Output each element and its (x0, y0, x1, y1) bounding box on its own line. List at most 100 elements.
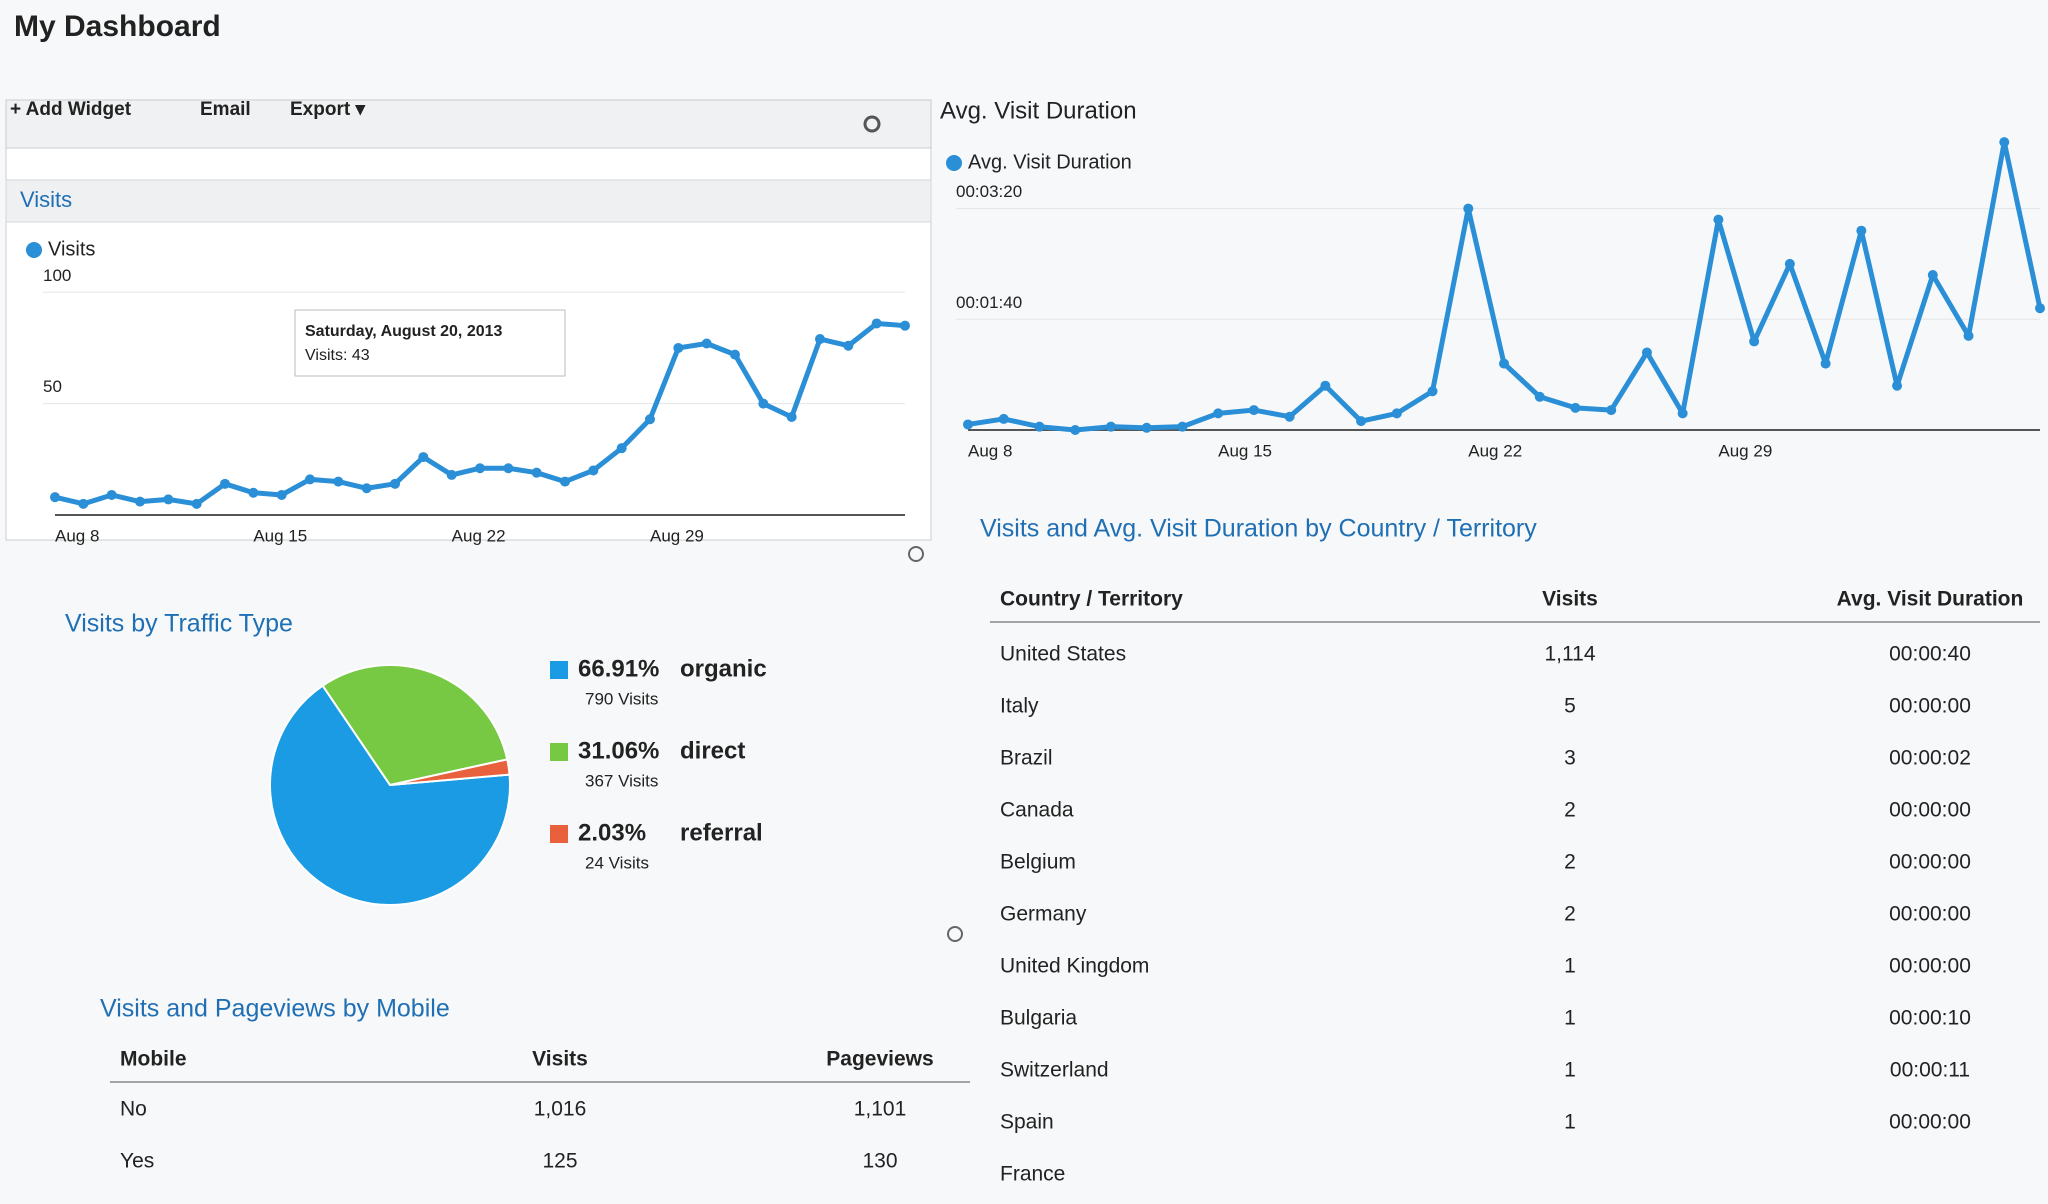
data-point (1248, 405, 1259, 416)
table-title: Visits and Avg. Visit Duration by Countr… (980, 515, 1537, 543)
data-point (1856, 225, 1867, 236)
x-tick-label: Aug 29 (650, 526, 704, 545)
table-cell: 2 (1564, 851, 1576, 874)
pie-slice (269, 684, 511, 906)
table-cell: 00:00:00 (1889, 799, 1971, 822)
data-point (1641, 347, 1652, 358)
data-point (1284, 411, 1295, 422)
table-cell: Bulgaria (1000, 1007, 1077, 1030)
data-point (815, 334, 825, 345)
data-point (1034, 421, 1045, 432)
table-cell: 1 (1564, 1007, 1576, 1030)
table-cell: 2 (1564, 799, 1576, 822)
toolbar-button[interactable]: Export ▾ (290, 99, 366, 120)
y-tick-label: 50 (43, 377, 62, 396)
table-cell: 00:00:11 (1890, 1059, 1970, 1082)
legend-marker (26, 242, 42, 258)
column-header[interactable]: Avg. Visit Duration (1837, 588, 2024, 611)
data-point (871, 318, 882, 329)
data-point (1749, 336, 1760, 347)
table-cell: 1,101 (854, 1098, 907, 1121)
column-header[interactable]: Mobile (120, 1048, 187, 1071)
tooltip-text: Visits: 43 (305, 347, 370, 364)
chart-title: Visits by Traffic Type (65, 610, 293, 638)
data-point (616, 443, 627, 454)
legend-value: 31.06% (578, 737, 659, 764)
table-cell: Belgium (1000, 851, 1076, 874)
data-point (560, 476, 570, 487)
data-point (1213, 408, 1224, 419)
data-point (503, 463, 514, 474)
table-cell: 00:00:00 (1889, 695, 1971, 718)
data-point (475, 463, 485, 474)
table-cell: United Kingdom (1000, 955, 1149, 978)
data-point (446, 469, 457, 480)
data-point (588, 465, 599, 476)
table-cell: United States (1000, 643, 1126, 666)
y-tick-label: 00:01:40 (956, 293, 1022, 312)
chart-title: Visits (20, 187, 72, 212)
data-point (2035, 303, 2045, 314)
table-cell: France (1000, 1163, 1065, 1186)
data-point (1677, 408, 1688, 419)
table-title: Visits and Pageviews by Mobile (100, 995, 450, 1023)
table-cell: Germany (1000, 903, 1087, 926)
legend-sublabel: 367 Visits (585, 771, 658, 790)
data-point (333, 476, 344, 487)
legend-label: organic (680, 655, 767, 682)
data-point (1070, 425, 1081, 435)
handle[interactable] (908, 546, 924, 562)
table-cell: 3 (1564, 747, 1576, 770)
data-point (305, 474, 315, 485)
data-point (1927, 270, 1938, 280)
legend-value: 66.91% (578, 655, 659, 682)
table-cell: 2 (1564, 903, 1576, 926)
data-point (758, 398, 769, 409)
column-header[interactable]: Pageviews (826, 1048, 933, 1071)
toolbar-button[interactable]: + Add Widget (10, 99, 132, 120)
table-cell: Switzerland (1000, 1059, 1109, 1082)
pie-slice (389, 758, 511, 786)
legend-label: Visits (48, 238, 95, 260)
data-point (1427, 386, 1438, 397)
data-point (1499, 358, 1509, 369)
data-point (1820, 358, 1831, 369)
data-point (1534, 391, 1545, 402)
column-header[interactable]: Visits (532, 1048, 588, 1071)
column-header[interactable]: Visits (1542, 588, 1598, 611)
table-cell: Brazil (1000, 747, 1053, 770)
data-point (1570, 402, 1581, 413)
table-cell: 1,114 (1545, 643, 1596, 666)
column-header[interactable]: Country / Territory (1000, 588, 1183, 611)
x-tick-label: Aug 8 (968, 441, 1012, 460)
table-cell: 00:00:40 (1889, 643, 1971, 666)
legend-sublabel: 790 Visits (585, 689, 658, 708)
page-title: My Dashboard (14, 10, 221, 43)
data-point (730, 349, 740, 360)
table-cell: 130 (862, 1150, 897, 1173)
data-point (78, 498, 89, 509)
data-point (531, 467, 542, 478)
toolbar-button[interactable]: Email (200, 99, 251, 120)
x-tick-label: Aug 22 (1468, 441, 1522, 460)
table-cell: 00:00:00 (1889, 1111, 1971, 1134)
y-tick-label: 00:03:20 (956, 182, 1022, 201)
x-tick-label: Aug 22 (452, 526, 506, 545)
data-point (276, 489, 287, 500)
legend-label: direct (680, 737, 745, 764)
legend-swatch (550, 743, 568, 761)
chart-title: Avg. Visit Duration (940, 97, 1137, 124)
data-point (248, 487, 259, 498)
data-point (163, 494, 174, 505)
data-point (1606, 405, 1617, 416)
table-cell: 125 (542, 1150, 577, 1173)
handle[interactable] (947, 926, 963, 942)
settings-icon[interactable] (863, 115, 881, 133)
legend-sublabel: 24 Visits (585, 853, 649, 872)
x-tick-label: Aug 29 (1718, 441, 1772, 460)
legend-swatch (550, 825, 568, 843)
widget-toolbar (5, 99, 932, 149)
table-cell: 1 (1564, 1059, 1576, 1082)
table-cell: Canada (1000, 799, 1074, 822)
